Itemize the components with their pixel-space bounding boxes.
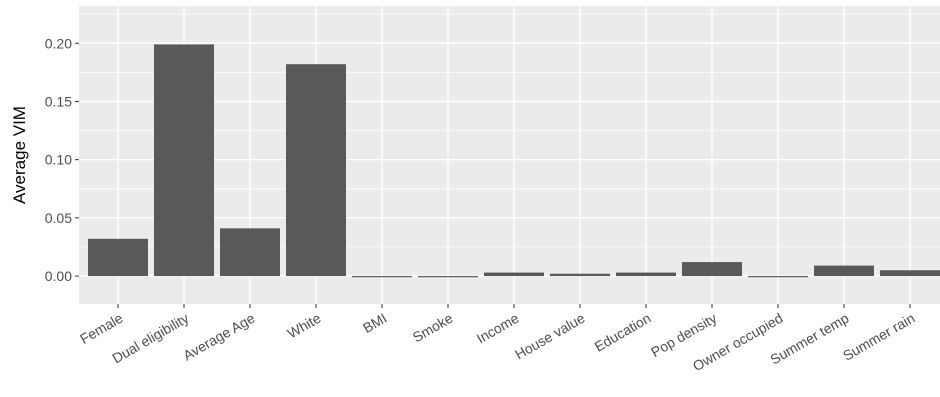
x-tick-label: Smoke bbox=[410, 310, 456, 346]
bar-white bbox=[286, 64, 346, 277]
y-tick-label: 0.10 bbox=[45, 152, 72, 168]
bar-female bbox=[88, 238, 148, 277]
x-tick-label: Average Age bbox=[180, 310, 257, 364]
x-tick-label: BMI bbox=[360, 310, 390, 336]
x-tick-label: House value bbox=[512, 310, 588, 363]
bar-dual-eligibility bbox=[154, 44, 214, 277]
y-axis-title: Average VIM bbox=[10, 106, 29, 204]
bar-education bbox=[616, 272, 676, 277]
x-tick-label: Income bbox=[474, 310, 522, 347]
x-tick-label: Summer rain bbox=[840, 310, 917, 364]
bar-bmi bbox=[352, 276, 412, 278]
y-axis-ticks: 0.00 0.05 0.10 0.15 0.20 bbox=[45, 35, 79, 284]
y-tick-label: 0.00 bbox=[45, 268, 72, 284]
y-tick-label: 0.20 bbox=[45, 35, 72, 51]
bar-smoke bbox=[418, 276, 478, 278]
x-tick-label: Education bbox=[592, 310, 654, 355]
x-tick-label: Female bbox=[77, 310, 126, 347]
y-tick-label: 0.05 bbox=[45, 210, 72, 226]
bar-pop-density bbox=[682, 262, 742, 277]
bar-average-age bbox=[220, 228, 280, 277]
x-tick-label: White bbox=[284, 310, 323, 342]
bar-summer-temp bbox=[814, 265, 874, 277]
bars bbox=[88, 44, 940, 278]
y-tick-label: 0.15 bbox=[45, 93, 72, 109]
bar-income bbox=[484, 272, 544, 277]
bar-summer-rain bbox=[880, 270, 940, 277]
bar-owner-occupied bbox=[748, 276, 808, 278]
bar-house-value bbox=[550, 273, 610, 277]
